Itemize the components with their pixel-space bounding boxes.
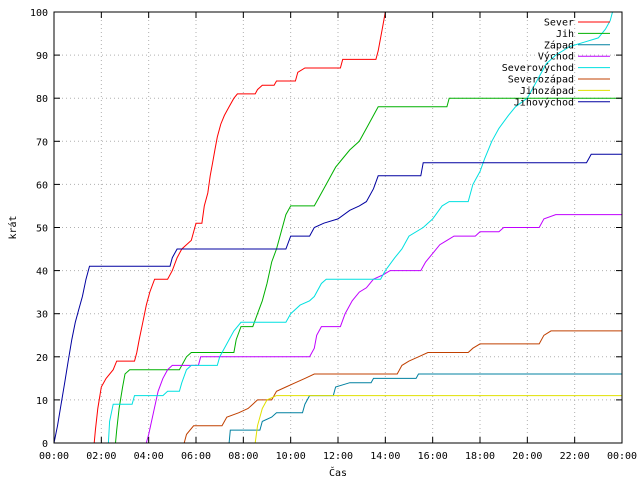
- legend-label-5: Severozápad: [508, 74, 574, 86]
- x-tick-label-8: 16:00: [418, 451, 448, 462]
- x-tick-label-5: 10:00: [276, 451, 306, 462]
- x-tick-label-6: 12:00: [323, 451, 353, 462]
- legend-label-4: Severovýchod: [502, 62, 574, 74]
- x-tick-label-10: 20:00: [512, 451, 542, 462]
- y-tick-label-1: 10: [36, 396, 48, 407]
- series-lines: [53, 11, 622, 444]
- y-tick-label-2: 20: [36, 353, 48, 364]
- series-line-5: [183, 330, 622, 444]
- series-line-0: [93, 11, 388, 444]
- y-tick-label-10: 100: [30, 8, 48, 19]
- x-tick-label-7: 14:00: [370, 451, 400, 462]
- y-axis-label: krát: [7, 215, 19, 239]
- y-tick-label-7: 70: [36, 137, 48, 148]
- x-tick-label-2: 04:00: [134, 451, 164, 462]
- series-line-2: [228, 373, 622, 444]
- series-line-1: [115, 97, 622, 444]
- x-tick-label-4: 08:00: [228, 451, 258, 462]
- series-line-3: [145, 214, 622, 444]
- legend-label-2: Západ: [544, 39, 574, 51]
- y-tick-label-4: 40: [36, 267, 48, 278]
- x-axis-label: Čas: [329, 466, 347, 479]
- x-tick-label-11: 22:00: [560, 451, 590, 462]
- legend-label-6: Jihozápad: [520, 85, 574, 97]
- series-line-6: [254, 395, 622, 444]
- x-tick-label-3: 06:00: [181, 451, 211, 462]
- axes: 0 10 20 30 40 50 60 70 80 90 100 00:00 02:00 04:00 06:…: [30, 8, 637, 462]
- series-line-4: [107, 11, 613, 444]
- legend: SeverJihZápadVýchodSeverovýchodSeverozáp…: [502, 18, 610, 108]
- x-tick-label-1: 02:00: [86, 451, 116, 462]
- legend-label-0: Sever: [544, 18, 574, 29]
- legend-label-3: Východ: [538, 51, 574, 63]
- legend-label-1: Jih: [556, 29, 574, 40]
- y-tick-label-6: 60: [36, 180, 48, 191]
- y-tick-label-0: 0: [42, 439, 48, 450]
- x-tick-label-12: 00:00: [607, 451, 637, 462]
- y-tick-label-8: 80: [36, 94, 48, 105]
- y-tick-label-5: 50: [36, 224, 48, 235]
- y-tick-label-3: 30: [36, 310, 48, 321]
- legend-label-7: Jihovýchod: [514, 96, 574, 108]
- series-line-7: [53, 153, 622, 444]
- grid: [54, 12, 622, 443]
- x-tick-label-0: 00:00: [39, 451, 69, 462]
- x-tick-label-9: 18:00: [465, 451, 495, 462]
- y-tick-label-9: 90: [36, 51, 48, 62]
